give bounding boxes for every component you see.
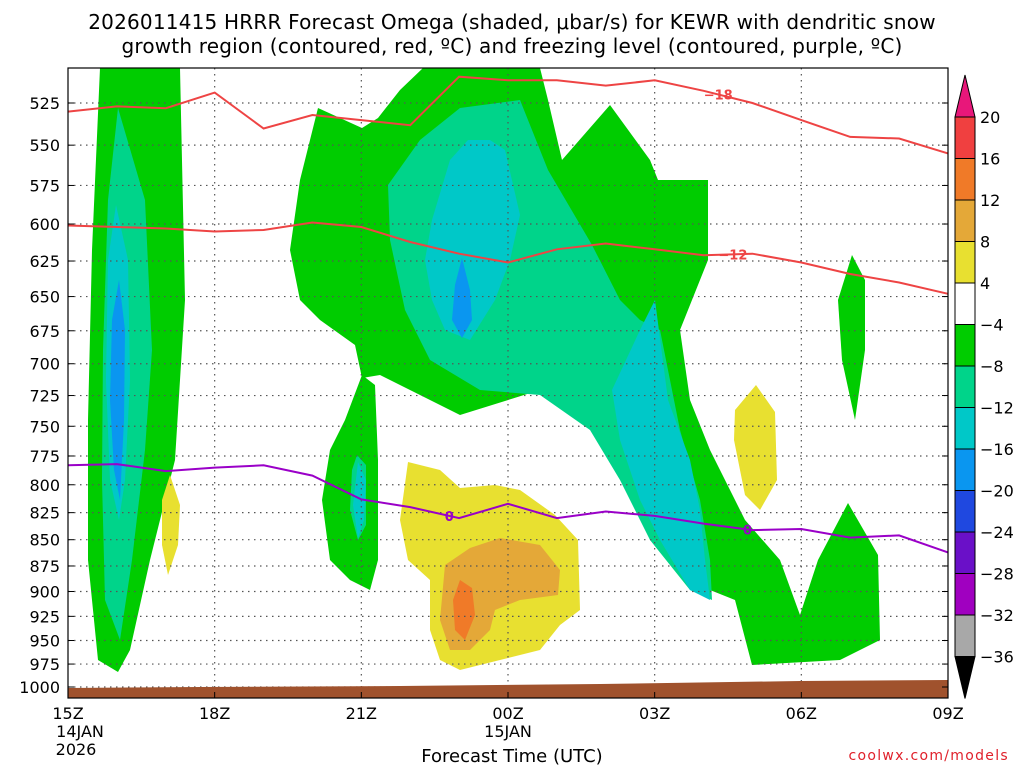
colorbar-label: 12 bbox=[980, 191, 1000, 210]
y-tick-label: 950 bbox=[29, 632, 60, 651]
x-tick-label: 06Z bbox=[786, 704, 817, 723]
omega-shading bbox=[88, 68, 880, 672]
contour-label-0C: 0 bbox=[743, 523, 752, 538]
contour--18C bbox=[67, 75, 949, 155]
colorbar-box bbox=[954, 116, 976, 159]
x-tick-label: 00Z bbox=[492, 704, 523, 723]
omega-cyan-main bbox=[425, 140, 520, 340]
x-tick-label: 18Z bbox=[199, 704, 230, 723]
colorbar-label: −36 bbox=[980, 648, 1014, 667]
colorbar-label: −20 bbox=[980, 482, 1014, 501]
colorbar: 20 16 12 8 4 −4 −8 −12 −16 −20 −24 −28 −32 −36 bbox=[954, 74, 1014, 699]
colorbar-label: −24 bbox=[980, 523, 1014, 542]
contour-label-0C: 0 bbox=[445, 510, 454, 525]
omega-blue-left bbox=[110, 280, 125, 500]
y-tick-label: 575 bbox=[29, 176, 60, 195]
x-tick-label: 03Z bbox=[639, 704, 670, 723]
x-tick-year: 2026 bbox=[56, 740, 97, 759]
colorbar-box bbox=[954, 573, 976, 616]
y-tick-label: 725 bbox=[29, 387, 60, 406]
y-tick-label: 800 bbox=[29, 476, 60, 495]
y-tick-label: 850 bbox=[29, 531, 60, 550]
colorbar-box bbox=[954, 199, 976, 242]
chart-title-line-2: growth region (contoured, red, ºC) and f… bbox=[121, 34, 903, 58]
y-tick-label: 625 bbox=[29, 252, 60, 271]
colorbar-box bbox=[954, 241, 976, 284]
contour-label--18C: −18 bbox=[704, 89, 733, 104]
colorbar-label: −16 bbox=[980, 440, 1014, 459]
colorbar-label: −12 bbox=[980, 399, 1014, 418]
y-tick-label: 600 bbox=[29, 215, 60, 234]
omega-blue-main bbox=[452, 258, 472, 338]
y-tick-label: 525 bbox=[29, 94, 60, 113]
omega-green-right-blob bbox=[838, 255, 865, 420]
y-tick-label: 675 bbox=[29, 322, 60, 341]
colorbar-label: 8 bbox=[980, 233, 990, 252]
x-tick-label: 15Z bbox=[52, 704, 83, 723]
colorbar-box bbox=[954, 324, 976, 367]
y-tick-label: 1000 bbox=[19, 678, 60, 697]
colorbar-box bbox=[954, 158, 976, 201]
y-axis: 525 550 575 600 625 650 675 700 725 750 775 800 825 8… bbox=[19, 94, 948, 697]
colorbar-box bbox=[954, 407, 976, 450]
colorbar-label: 20 bbox=[980, 108, 1000, 127]
colorbar-box bbox=[954, 365, 976, 408]
y-tick-label: 900 bbox=[29, 583, 60, 602]
y-tick-label: 650 bbox=[29, 288, 60, 307]
grid bbox=[68, 68, 948, 698]
colorbar-box bbox=[954, 448, 976, 491]
colorbar-label: 16 bbox=[980, 150, 1000, 169]
colorbar-label: 4 bbox=[980, 274, 990, 293]
colorbar-label: −28 bbox=[980, 565, 1014, 584]
contour-label--12C: −12 bbox=[718, 248, 747, 263]
omega-green-small-left bbox=[322, 375, 378, 590]
contour--12C bbox=[67, 221, 949, 295]
y-tick-label: 700 bbox=[29, 355, 60, 374]
ground-surface bbox=[68, 680, 948, 698]
contours: −18 −12 0 0 bbox=[67, 75, 949, 554]
y-tick-label: 750 bbox=[29, 417, 60, 436]
chart-title-line-1: 2026011415 HRRR Forecast Omega (shaded, … bbox=[88, 10, 936, 34]
y-tick-label: 875 bbox=[29, 557, 60, 576]
y-tick-label: 975 bbox=[29, 655, 60, 674]
y-tick-label: 925 bbox=[29, 607, 60, 626]
colorbar-label: −4 bbox=[980, 316, 1004, 335]
credit-link[interactable]: coolwx.com/models bbox=[848, 748, 1009, 764]
omega-cyan-small bbox=[353, 462, 366, 538]
colorbar-box bbox=[954, 531, 976, 574]
y-tick-label: 825 bbox=[29, 504, 60, 523]
colorbar-box bbox=[954, 282, 976, 325]
omega-cyan-mid bbox=[612, 300, 710, 600]
omega-orange bbox=[453, 580, 475, 640]
colorbar-label: −8 bbox=[980, 357, 1004, 376]
x-tick-label: 09Z bbox=[932, 704, 963, 723]
colorbar-bottom-triangle bbox=[954, 656, 976, 699]
x-tick-label: 21Z bbox=[346, 704, 377, 723]
contour-0C bbox=[67, 463, 949, 554]
x-tick-date: 14JAN bbox=[56, 722, 104, 741]
x-tick-date: 15JAN bbox=[484, 722, 532, 741]
omega-yellow-right bbox=[734, 385, 777, 510]
colorbar-box bbox=[954, 614, 976, 657]
y-tick-label: 775 bbox=[29, 447, 60, 466]
colorbar-top-triangle bbox=[954, 74, 976, 118]
y-tick-label: 550 bbox=[29, 136, 60, 155]
omega-yellow-left bbox=[162, 475, 180, 575]
x-axis-title: Forecast Time (UTC) bbox=[421, 746, 603, 767]
colorbar-box bbox=[954, 490, 976, 533]
colorbar-label: −32 bbox=[980, 606, 1014, 625]
